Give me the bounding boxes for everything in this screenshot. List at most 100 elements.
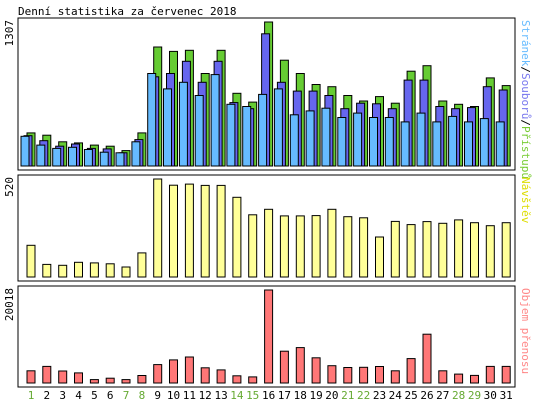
legend-part: /: [519, 66, 532, 73]
visits-bar: [153, 178, 163, 278]
pages-bar: [68, 146, 77, 167]
x-tick-label: 8: [139, 389, 146, 402]
traffic-bar: [137, 375, 147, 384]
legend-part: /: [519, 119, 532, 126]
visits-bar: [343, 216, 353, 278]
x-tick-label: 18: [294, 389, 307, 402]
pages-bar: [400, 121, 410, 167]
visits-bar: [121, 266, 131, 278]
visits-bar: [58, 264, 68, 278]
panel-3: 20018 Objem přenosu: [3, 285, 532, 388]
x-tick-label: 19: [309, 389, 322, 402]
traffic-bar: [248, 376, 258, 384]
pages-bar: [83, 149, 93, 167]
visits-bar: [422, 221, 432, 278]
traffic-bar: [295, 347, 305, 384]
traffic-bar: [200, 367, 210, 384]
pages-bar: [432, 121, 442, 167]
pages-bar: [163, 88, 172, 167]
x-tick-label: 4: [75, 389, 82, 402]
x-tick-label: 28: [452, 389, 465, 402]
visits-bar: [42, 263, 52, 278]
y-max-label: 20018: [3, 288, 16, 321]
x-tick-label: 31: [500, 389, 513, 402]
traffic-bar: [105, 377, 115, 384]
pages-bar: [242, 106, 252, 167]
x-tick-label: 17: [278, 389, 291, 402]
y-max-label: 520: [3, 177, 16, 197]
x-tick-label: 2: [43, 389, 50, 402]
visits-bar: [26, 244, 36, 278]
visits-bar: [359, 217, 369, 278]
traffic-bar: [501, 365, 511, 384]
visits-bar: [501, 222, 511, 278]
traffic-bar: [264, 289, 274, 384]
pages-bar: [384, 117, 394, 167]
x-tick-label: 6: [107, 389, 114, 402]
x-tick-label: 22: [357, 389, 370, 402]
pages-bar: [52, 147, 62, 167]
x-tick-label: 25: [404, 389, 417, 402]
panel-frame: [17, 174, 516, 282]
visits-bar: [89, 262, 99, 278]
x-tick-label: 24: [389, 389, 403, 402]
traffic-bar: [343, 367, 353, 384]
traffic-bar: [438, 370, 448, 384]
pages-bar: [337, 117, 347, 167]
pages-bar: [495, 121, 505, 167]
visits-bar: [327, 208, 337, 278]
visits-bar: [169, 184, 178, 278]
x-tick-label: 14: [230, 389, 244, 402]
x-tick-label: 15: [246, 389, 259, 402]
pages-bar: [464, 121, 473, 167]
visits-bar: [295, 215, 305, 278]
legend-part: Přístupů: [519, 126, 532, 179]
x-tick-label: 13: [214, 389, 227, 402]
legend-part: Objem přenosu: [519, 288, 532, 374]
pages-bar: [147, 73, 157, 167]
traffic-bar: [121, 379, 131, 384]
traffic-bar: [153, 364, 163, 384]
pages-bar: [258, 93, 268, 167]
x-tick-label: 1: [28, 389, 35, 402]
traffic-bar: [454, 373, 464, 384]
visits-bar: [184, 183, 194, 278]
visits-bar: [105, 263, 115, 278]
x-tick-label: 5: [91, 389, 98, 402]
pages-bar: [99, 151, 109, 167]
pages-bar: [115, 152, 125, 167]
traffic-bar: [89, 379, 99, 384]
traffic-bar: [169, 359, 178, 384]
x-tick-label: 20: [325, 389, 338, 402]
x-tick-label: 21: [341, 389, 354, 402]
visits-bar: [279, 215, 289, 278]
visits-bar: [248, 214, 258, 278]
visits-bar: [375, 236, 384, 278]
x-axis-day-labels: 1 2 3 4 5 6 7 8 9 10 11 12 13 14 15 16 17 18 19 20 21 22 23 24 2…: [28, 389, 513, 402]
traffic-bar: [279, 350, 289, 384]
visits-bar: [470, 222, 479, 278]
panel-frame: [17, 17, 516, 171]
pages-bar: [178, 81, 188, 167]
panel-2: 520 Návštěv: [3, 174, 532, 282]
traffic-bar: [375, 366, 384, 384]
legend-part: Souborů: [519, 73, 532, 119]
pages-bar: [479, 118, 489, 167]
pages-bar: [210, 74, 220, 167]
pages-bar: [369, 117, 378, 167]
traffic-bar: [232, 375, 242, 384]
pages-bar: [321, 107, 331, 167]
panel-frame: [17, 285, 516, 388]
series-legend-label: Stránek/Souborů/Přístupů: [519, 20, 532, 179]
visits-bar: [216, 184, 226, 278]
visits-bar: [74, 261, 83, 278]
x-tick-label: 27: [436, 389, 449, 402]
pages-bar: [448, 115, 458, 167]
visits-bar: [390, 220, 400, 278]
x-tick-label: 16: [262, 389, 275, 402]
x-tick-label: 30: [484, 389, 497, 402]
pages-bar: [305, 110, 315, 167]
x-tick-label: 11: [183, 389, 196, 402]
